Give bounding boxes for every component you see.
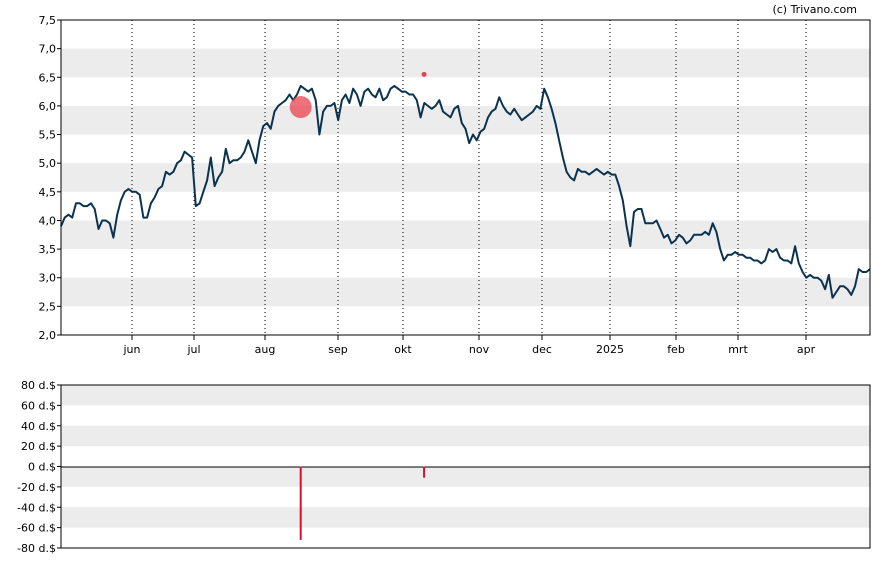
price-x-tick-label: okt [394, 343, 412, 356]
price-band [61, 277, 870, 307]
volume-y-tick-label: -20 d.$ [17, 481, 56, 494]
volume-band [61, 425, 870, 447]
volume-y-tick-label: -60 d.$ [17, 522, 56, 535]
price-y-tick-label: 3,0 [39, 272, 57, 285]
volume-y-tick-label: 20 d.$ [21, 440, 56, 453]
volume-y-tick-label: 0 d.$ [28, 461, 56, 474]
price-y-tick-label: 6,5 [39, 71, 57, 84]
price-y-tick-label: 7,5 [39, 14, 57, 27]
price-event-dot [421, 71, 427, 77]
price-x-tick-label: dec [532, 343, 552, 356]
price-line [60, 84, 871, 299]
watermark: (c) Trivano.com [772, 3, 857, 16]
price-chart-frame [60, 19, 871, 336]
price-x-tick-label: apr [797, 343, 816, 356]
volume-y-tick-label: 40 d.$ [21, 420, 56, 433]
price-x-tick-label: jul [186, 343, 200, 356]
price-chart-y-axis: 2,0 2,5 3,0 3,5 4,0 4,5 5,0 5,5 6,0 6,5 7,0 7,5 [39, 14, 61, 342]
price-chart-vertical-gridlines [131, 20, 807, 340]
price-chart-x-axis: jun jul aug sep okt nov dec 2025 feb mrt apr [123, 343, 816, 356]
volume-bars [299, 466, 426, 540]
price-series-line [60, 84, 871, 299]
volume-y-tick-label: 60 d.$ [21, 399, 56, 412]
price-x-tick-label: nov [469, 343, 490, 356]
price-y-tick-label: 5,5 [39, 129, 57, 142]
price-x-tick-label: aug [255, 343, 276, 356]
price-y-tick-label: 6,0 [39, 100, 57, 113]
price-y-tick-label: 7,0 [39, 43, 57, 56]
price-x-tick-label: mrt [728, 343, 748, 356]
price-band [61, 163, 870, 192]
price-chart-bands [61, 48, 870, 307]
price-x-tick-label: 2025 [596, 343, 624, 356]
volume-band [61, 385, 870, 406]
price-annotations [289, 71, 427, 119]
price-x-tick-label: feb [667, 343, 685, 356]
price-band [61, 220, 870, 250]
volume-y-tick-label: -40 d.$ [17, 501, 56, 514]
volume-chart-frame [60, 384, 871, 549]
price-y-tick-label: 5,0 [39, 157, 57, 170]
volume-y-tick-label: -80 d.$ [17, 542, 56, 555]
price-x-tick-label: sep [328, 343, 347, 356]
price-band [61, 48, 870, 78]
price-y-tick-label: 4,0 [39, 214, 57, 227]
price-x-tick-label: jun [123, 343, 141, 356]
price-y-tick-label: 2,0 [39, 329, 57, 342]
volume-chart-y-axis: -80 d.$ -60 d.$ -40 d.$ -20 d.$ 0 d.$ 20 d.$ 4… [17, 379, 61, 555]
price-y-tick-label: 2,5 [39, 300, 57, 313]
volume-y-tick-label: 80 d.$ [21, 379, 56, 392]
price-event-circle [289, 96, 312, 119]
price-y-tick-label: 3,5 [39, 243, 57, 256]
volume-band [61, 466, 870, 487]
volume-chart-bands [61, 385, 870, 528]
volume-band [61, 507, 870, 528]
price-y-tick-label: 4,5 [39, 186, 57, 199]
